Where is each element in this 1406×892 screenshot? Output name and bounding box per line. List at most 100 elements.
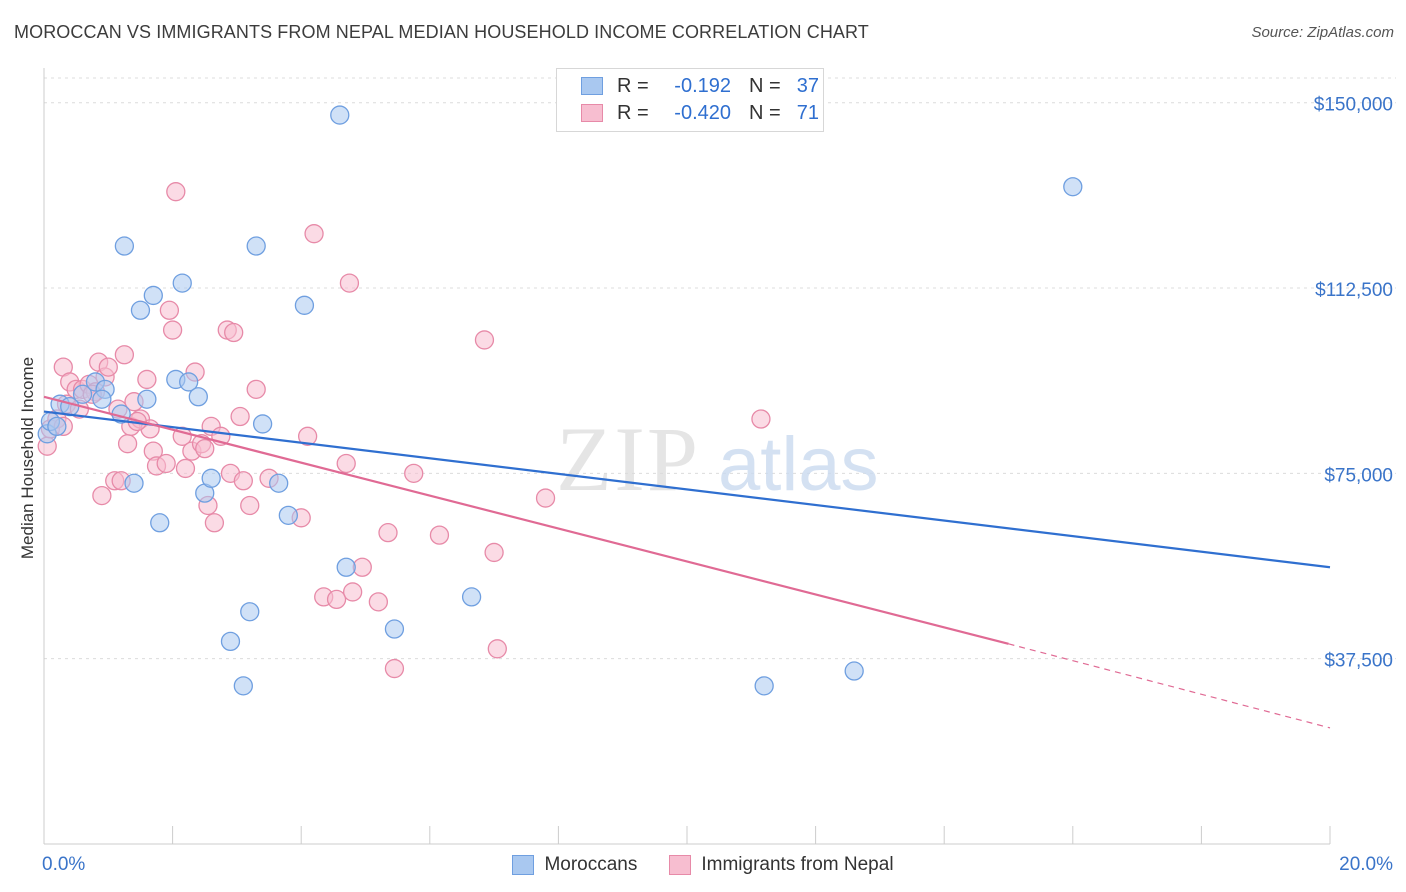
nepal-point [535, 488, 556, 508]
nepal-point [246, 379, 266, 399]
stats-legend: R = -0.192 N = 37 R = -0.420 N = 71 [556, 68, 824, 132]
moroccans-point [269, 473, 289, 493]
r-label: R = [617, 74, 649, 97]
gridlines [44, 77, 1396, 660]
stats-row-nepal: R = -0.420 N = 71 [581, 101, 819, 125]
nepal-point [378, 523, 398, 543]
y-tick-label: $150,000 [1314, 95, 1393, 116]
chart-title: MOROCCAN VS IMMIGRANTS FROM NEPAL MEDIAN… [14, 22, 869, 42]
moroccans-point [844, 661, 864, 681]
nepal-point [114, 345, 135, 365]
r-value: -0.192 [674, 74, 731, 97]
legend-label-moroccans: Moroccans [544, 854, 638, 875]
moroccans-point [130, 300, 151, 320]
r-label: R = [617, 101, 649, 124]
nepal-point [336, 453, 356, 474]
nepal-point [166, 182, 186, 202]
nepal-point [339, 273, 360, 293]
y-tick-label: $37,500 [1324, 651, 1393, 672]
moroccans-point [201, 468, 221, 488]
nepal-point [474, 330, 495, 350]
moroccans-point [252, 414, 273, 434]
moroccans-point [330, 105, 350, 125]
nepal-point [342, 582, 363, 602]
moroccans-point [47, 416, 67, 437]
nepal-swatch [581, 104, 603, 122]
moroccans-point [220, 631, 241, 652]
stats-row-moroccans: R = -0.192 N = 37 [581, 74, 819, 98]
moroccans-point [92, 389, 112, 409]
nepal-point [175, 458, 196, 479]
axes [43, 68, 1331, 845]
moroccans-point [188, 387, 208, 407]
moroccans-point [124, 473, 144, 493]
nepal-point [224, 322, 244, 343]
moroccans-point [336, 557, 356, 577]
nepal-point [487, 639, 507, 659]
nepal-point [117, 434, 138, 454]
nepal-point [368, 592, 389, 612]
nepal-point [304, 224, 324, 244]
nepal-point [404, 463, 424, 484]
nepal-point [484, 542, 504, 563]
nepal-point [751, 409, 771, 429]
moroccans-point [278, 505, 298, 526]
legend-label-nepal: Immigrants from Nepal [701, 854, 894, 875]
trend-lines [43, 395, 1331, 729]
moroccans-swatch [581, 77, 603, 95]
moroccans-point [137, 389, 157, 409]
nepal-point [204, 513, 225, 533]
nepal-legend-swatch [669, 855, 692, 875]
moroccans-point [172, 273, 192, 293]
nepal-point [297, 426, 318, 446]
n-label: N = [749, 101, 781, 124]
moroccans-trend-line [43, 410, 1331, 569]
n-label: N = [749, 74, 781, 97]
moroccans-point [150, 513, 170, 533]
nepal-point [233, 471, 253, 491]
moroccans-point [143, 285, 163, 306]
y-tick-label: $112,500 [1315, 280, 1393, 301]
watermark: ZIP atlas [556, 408, 879, 510]
nepal-point [326, 589, 347, 610]
series-moroccans-points [37, 105, 1083, 696]
nepal-point [137, 369, 157, 390]
watermark-zip: ZIP [556, 408, 700, 510]
r-value: -0.420 [674, 101, 731, 124]
tick-labels: $37,500 $75,000 $112,500 $150,000 0.0% 20.0% [42, 95, 1393, 875]
nepal-point [195, 438, 215, 459]
moroccans-point [240, 602, 260, 622]
nepal-point [92, 485, 112, 506]
legend-item-nepal[interactable]: Immigrants from Nepal [669, 854, 894, 876]
n-value: 37 [796, 74, 819, 97]
series-legend: Moroccans Immigrants from Nepal [0, 852, 1406, 878]
nepal-trend-line [1008, 643, 1331, 729]
nepal-point [352, 557, 372, 577]
watermark-atlas: atlas [718, 422, 879, 507]
nepal-trend-line [43, 395, 1009, 645]
moroccans-point [384, 619, 405, 639]
x-tick-label: 0.0% [42, 854, 85, 875]
nepal-point [240, 495, 260, 516]
legend-item-moroccans[interactable]: Moroccans [512, 854, 637, 876]
nepal-point [98, 357, 118, 377]
n-value: 71 [796, 101, 819, 124]
nepal-point [384, 658, 405, 679]
moroccans-point [72, 384, 93, 404]
moroccans-point [1063, 177, 1083, 197]
moroccans-point [114, 236, 135, 256]
moroccans-point [179, 372, 199, 392]
y-tick-label: $75,000 [1324, 465, 1393, 486]
x-tick-label: 20.0% [1339, 854, 1393, 875]
moroccans-point [233, 676, 253, 696]
moroccans-point [461, 587, 482, 607]
nepal-point [230, 406, 250, 427]
moroccans-point [246, 236, 266, 256]
moroccans-point [754, 676, 774, 696]
moroccans-legend-swatch [512, 855, 535, 875]
nepal-point [159, 300, 180, 320]
nepal-point [156, 453, 176, 474]
moroccans-point [294, 295, 315, 315]
source-label: Source: ZipAtlas.com [1251, 24, 1394, 41]
